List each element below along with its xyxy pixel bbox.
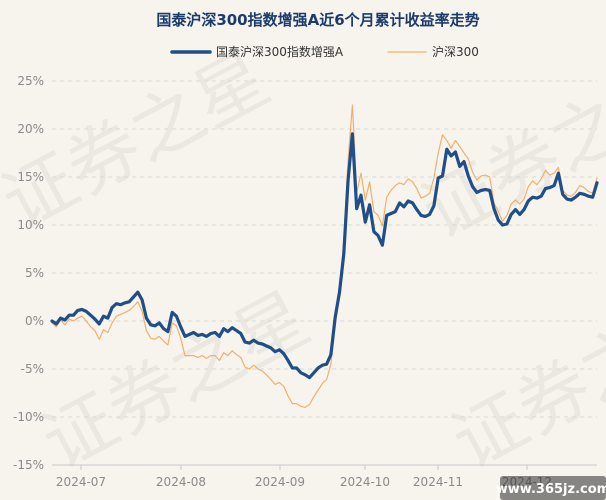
site-badge: www.365jz.com [496,476,606,500]
y-tick-label: 15% [17,170,44,184]
watermark: 证券之星 证券之星 证券之星 证券之星 [0,36,606,485]
series-line-benchmark [51,104,598,408]
x-tick-label: 2024-10 [340,475,390,489]
x-tick-label: 2024-09 [255,475,305,489]
x-tick-label: 2024-07 [56,475,106,489]
site-badge-text: www.365jz.com [496,482,606,497]
y-tick-label: 5% [25,266,44,280]
y-tick-label: -15% [13,458,44,472]
y-tick-label: 10% [17,218,44,232]
legend-label: 国泰沪深300指数增强A [216,44,344,59]
x-tick-label: 2024-08 [156,475,206,489]
y-tick-label: -10% [13,410,44,424]
series-lines [50,104,599,408]
x-tick-label: 2024-11 [413,475,463,489]
legend: 国泰沪深300指数增强A 沪深300 [170,44,479,59]
y-axis: 25% 20% 15% 10% 5% 0% -5% -10% -15% [13,74,44,472]
legend-label: 沪深300 [432,45,479,59]
y-tick-label: 25% [17,74,44,88]
gridlines [52,80,597,466]
watermark-text: 证券之星 [29,276,323,485]
watermark-text: 证券之星 [0,36,282,245]
chart-title: 国泰沪深300指数增强A近6个月累计收益率走势 [156,11,479,29]
series-line-fund [50,132,599,380]
y-tick-label: 20% [17,122,44,136]
site-badge-bg [500,476,606,500]
y-tick-label: 0% [25,314,44,328]
y-tick-label: -5% [21,362,44,376]
watermark-text: 证券之星 [439,276,606,485]
